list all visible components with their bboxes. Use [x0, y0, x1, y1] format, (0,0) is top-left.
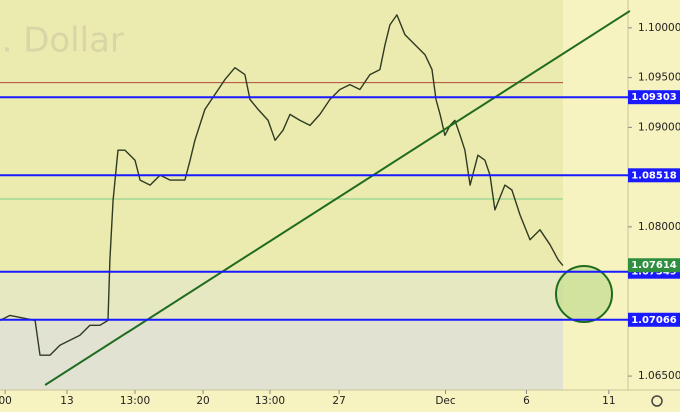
x-tick-label: 6: [523, 395, 530, 407]
level-label: 1.08518: [631, 170, 677, 181]
settings-icon[interactable]: [651, 395, 663, 407]
last-price-box: [628, 258, 680, 273]
y-tick-label: 1.09000: [638, 121, 680, 133]
zone: [0, 271, 563, 319]
level-label-box: [628, 90, 680, 105]
annotation-circle: [555, 265, 613, 323]
zone: [0, 319, 563, 390]
x-tick-label: 00: [0, 395, 12, 407]
gear[interactable]: [651, 395, 663, 407]
x-tick-label: 27: [332, 395, 345, 407]
x-tick-label: 13:00: [255, 395, 285, 407]
level-label: 1.07066: [631, 315, 677, 326]
level-label-box: [628, 168, 680, 183]
x-tick-label: 13:00: [120, 395, 150, 407]
x-tick-label: 20: [196, 395, 209, 407]
x-tick-label: Dec: [435, 395, 456, 407]
level-label-box: [628, 312, 680, 327]
trendline: [44, 10, 631, 386]
watermark: S. Dollar: [0, 21, 124, 61]
level-label: 1.09303: [631, 92, 677, 103]
x-tick-label: 13: [60, 395, 73, 407]
zone: [0, 0, 563, 271]
y-tick-label: 1.06500: [638, 370, 680, 382]
x-tick-label: 11: [602, 395, 615, 407]
last-price-label: 1.07614: [631, 260, 677, 271]
y-tick-label: 1.08000: [638, 221, 680, 233]
y-tick-label: 1.10000: [638, 22, 680, 34]
y-tick-label: 1.09500: [638, 72, 680, 84]
